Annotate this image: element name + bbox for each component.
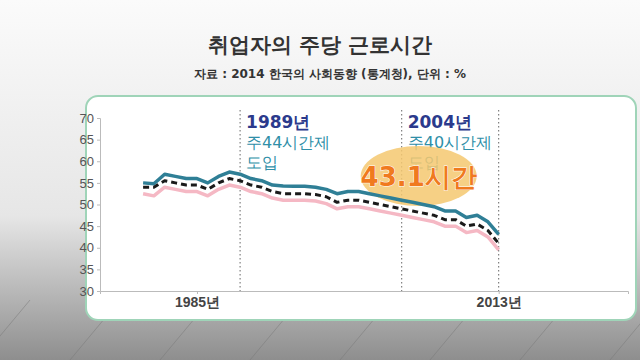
y-tick-mark [97, 140, 100, 141]
chart-root: 취업자의 주당 근로시간자료 : 2014 한국의 사회동향 (통계청), 단위… [0, 0, 640, 360]
y-tick-label: 70 [80, 111, 94, 126]
y-tick: 60 [80, 154, 100, 169]
annotation-text: 도입 [246, 153, 278, 172]
y-tick: 70 [80, 111, 100, 126]
x-tick-label: 2013년 [477, 294, 522, 310]
title: 취업자의 주당 근로시간 [208, 33, 433, 57]
y-tick-label: 65 [80, 132, 94, 147]
y-tick-mark [97, 118, 100, 119]
plank-line [0, 300, 30, 360]
y-tick-mark [97, 205, 100, 206]
plot-area [143, 172, 499, 250]
x-tick: 1985년 [175, 291, 220, 310]
x-tick: 2013년 [477, 291, 522, 310]
y-tick: 50 [80, 197, 100, 212]
background [0, 0, 640, 360]
annotation-text: 2004년 [408, 112, 472, 132]
x-tick-label: 1985년 [175, 294, 220, 310]
y-tick-mark [97, 291, 100, 292]
y-axis-line [97, 119, 101, 292]
annotation-line [498, 110, 499, 291]
y-tick-mark [97, 269, 100, 270]
y-tick-label: 55 [80, 176, 94, 191]
callout-text: 43.1시간 [361, 162, 477, 192]
x-axis: 1985년 2013년 [101, 291, 629, 310]
y-tick: 35 [80, 262, 100, 277]
annotation-text: 1989년 [246, 112, 310, 132]
y-tick: 55 [80, 176, 100, 191]
y-tick-label: 45 [80, 219, 94, 234]
y-tick: 30 [80, 284, 100, 299]
y-tick-label: 35 [80, 262, 94, 277]
y-tick: 40 [80, 240, 100, 255]
annotation-text: 주44시간제 [246, 133, 330, 152]
series-line [143, 179, 499, 244]
y-tick-mark [97, 248, 100, 249]
y-tick-mark [97, 226, 100, 227]
subtitle: 자료 : 2014 한국의 사회동향 (통계청), 단위 : % [194, 67, 466, 81]
y-axis: 30 35 40 45 50 55 60 65 70 [80, 111, 101, 299]
panel [86, 96, 636, 320]
y-tick-mark [97, 183, 100, 184]
y-tick: 65 [80, 132, 100, 147]
y-tick: 45 [80, 219, 100, 234]
y-tick-label: 60 [80, 154, 94, 169]
y-tick-label: 40 [80, 240, 94, 255]
series-line [143, 185, 499, 250]
annotation-line [240, 110, 241, 291]
y-tick-label: 50 [80, 197, 94, 212]
y-tick-mark [97, 161, 100, 162]
y-tick-label: 30 [80, 284, 94, 299]
